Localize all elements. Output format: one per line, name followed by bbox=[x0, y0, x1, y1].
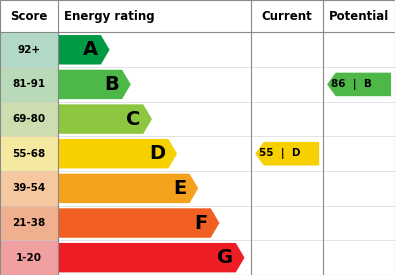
Text: 92+: 92+ bbox=[18, 45, 41, 55]
Text: 81-91: 81-91 bbox=[13, 79, 46, 89]
Text: 39-54: 39-54 bbox=[13, 183, 46, 193]
Bar bbox=[0, 206, 58, 240]
Polygon shape bbox=[58, 174, 198, 203]
Text: 55-68: 55-68 bbox=[13, 149, 46, 159]
Polygon shape bbox=[58, 70, 131, 99]
Text: F: F bbox=[194, 213, 208, 233]
Bar bbox=[0, 171, 58, 206]
Text: D: D bbox=[149, 144, 165, 163]
Polygon shape bbox=[58, 139, 177, 169]
Text: 21-38: 21-38 bbox=[13, 218, 46, 228]
Text: 86  |  B: 86 | B bbox=[331, 79, 372, 90]
Polygon shape bbox=[255, 142, 319, 166]
Text: 69-80: 69-80 bbox=[13, 114, 46, 124]
Text: A: A bbox=[83, 40, 98, 59]
Bar bbox=[0, 240, 58, 275]
Text: C: C bbox=[126, 109, 140, 129]
Text: G: G bbox=[216, 248, 233, 267]
Polygon shape bbox=[58, 35, 109, 65]
Text: Energy rating: Energy rating bbox=[64, 10, 155, 23]
Text: 1-20: 1-20 bbox=[16, 253, 42, 263]
Polygon shape bbox=[58, 243, 245, 273]
Text: Current: Current bbox=[262, 10, 312, 23]
Text: B: B bbox=[104, 75, 119, 94]
Polygon shape bbox=[58, 104, 152, 134]
Bar bbox=[0, 136, 58, 171]
Text: Score: Score bbox=[11, 10, 48, 23]
Polygon shape bbox=[327, 73, 391, 96]
Polygon shape bbox=[58, 208, 220, 238]
Bar bbox=[0, 102, 58, 136]
Bar bbox=[0, 67, 58, 102]
Text: 55  |  D: 55 | D bbox=[259, 148, 300, 159]
Bar bbox=[0, 32, 58, 67]
Text: Potential: Potential bbox=[329, 10, 389, 23]
Text: E: E bbox=[173, 179, 186, 198]
